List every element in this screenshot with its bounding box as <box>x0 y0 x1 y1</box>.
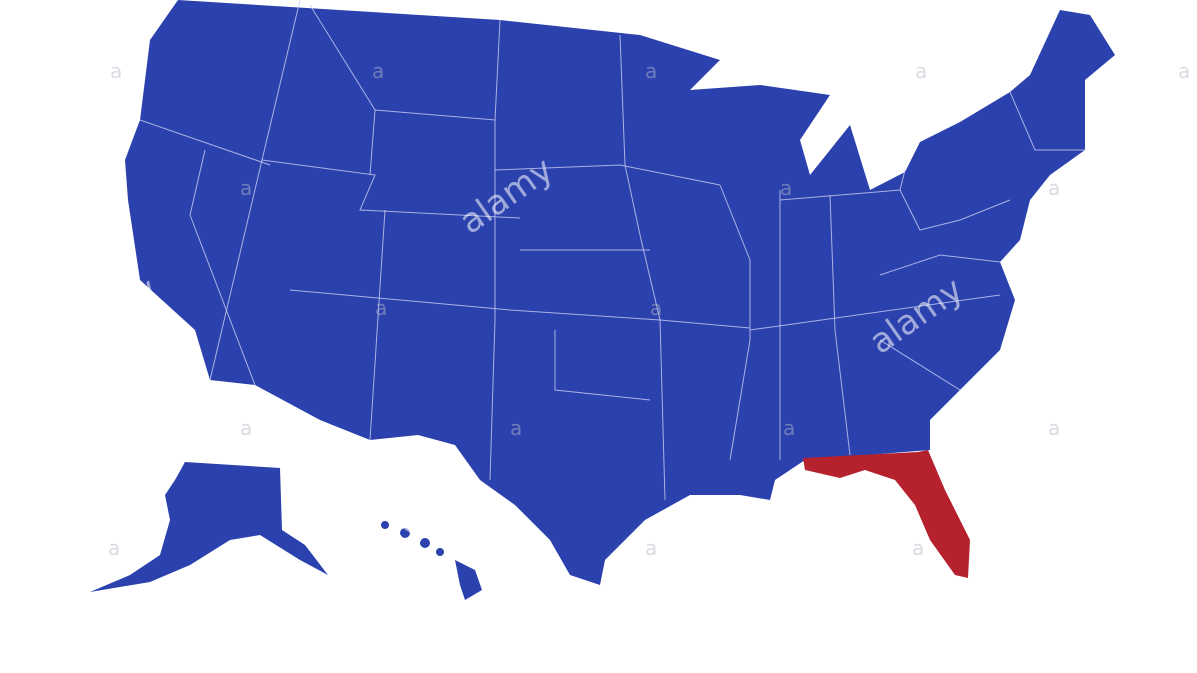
svg-text:a: a <box>645 59 657 83</box>
svg-text:a: a <box>1048 176 1060 200</box>
svg-text:a: a <box>915 59 927 83</box>
svg-text:a: a <box>645 536 657 560</box>
svg-text:a: a <box>912 536 924 560</box>
svg-text:alamy: alamy <box>57 270 165 363</box>
svg-text:a: a <box>780 176 792 200</box>
svg-text:a: a <box>240 176 252 200</box>
svg-text:a: a <box>1178 59 1190 83</box>
svg-text:a: a <box>110 59 122 83</box>
state-alaska[interactable] <box>90 462 328 592</box>
svg-text:a: a <box>1048 416 1060 440</box>
svg-text:alamy: alamy <box>322 505 430 598</box>
state-florida[interactable] <box>803 450 970 578</box>
state-borders <box>139 0 1085 501</box>
svg-text:a: a <box>372 59 384 83</box>
svg-text:a: a <box>108 536 120 560</box>
svg-text:a: a <box>510 416 522 440</box>
svg-text:a: a <box>240 416 252 440</box>
svg-text:a: a <box>375 296 387 320</box>
svg-text:alamy: alamy <box>1122 505 1197 598</box>
svg-text:a: a <box>650 296 662 320</box>
state-hawaii[interactable] <box>381 521 482 600</box>
svg-text:a: a <box>783 416 795 440</box>
